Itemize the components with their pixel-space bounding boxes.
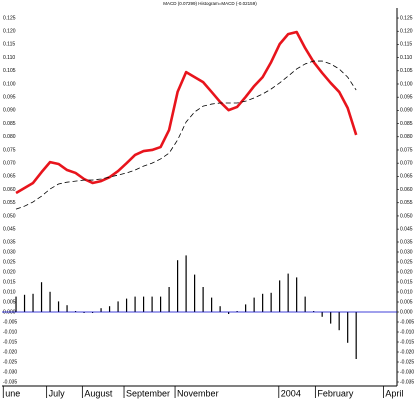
y-tick-label: -0.025	[400, 359, 414, 365]
y-tick-label-left: 0.085	[3, 121, 16, 127]
y-tick-label-left: 0.060	[3, 187, 16, 193]
y-tick-label: 0.000	[400, 309, 413, 315]
x-tick-label: une	[5, 388, 20, 398]
y-tick-label-left: 0.125	[3, 15, 16, 21]
y-tick-label-left: 0.075	[3, 147, 16, 153]
y-tick-label: 0.055	[400, 200, 413, 206]
y-tick-label-left: -0.025	[3, 359, 17, 365]
y-tick-label-left: 0.035	[3, 239, 16, 245]
y-tick-label: 0.115	[400, 42, 412, 48]
y-tick-label: 0.015	[400, 279, 413, 285]
y-tick-label-left: -0.015	[3, 339, 17, 345]
y-tick-label: 0.025	[400, 259, 413, 265]
y-tick-label-left: -0.030	[3, 369, 17, 375]
y-tick-label: -0.030	[400, 369, 414, 375]
x-tick-label: February	[317, 388, 354, 398]
y-tick-label-left: 0.120	[3, 29, 16, 35]
y-tick-label: 0.045	[400, 226, 413, 232]
y-tick-label: 0.010	[400, 289, 413, 295]
chart-title: MACD (0.07299) Histogram=MACD (-0.02159)	[163, 1, 257, 6]
y-tick-label: 0.120	[400, 29, 413, 35]
y-tick-label-left: 0.095	[3, 95, 16, 101]
y-tick-label-left: 0.065	[3, 174, 16, 180]
y-tick-label: 0.100	[400, 81, 413, 87]
y-tick-label: -0.035	[400, 379, 414, 385]
x-tick-label: September	[126, 388, 170, 398]
y-tick-label-left: 0.055	[3, 200, 16, 206]
x-tick-label: August	[84, 388, 113, 398]
y-tick-label-left: 0.105	[3, 68, 16, 74]
y-tick-label: 0.005	[400, 299, 413, 305]
y-tick-label-left: 0.010	[3, 289, 16, 295]
y-tick-label: 0.065	[400, 174, 413, 180]
y-tick-label: 0.080	[400, 134, 413, 140]
y-tick-label: -0.015	[400, 339, 414, 345]
y-tick-label: 0.105	[400, 68, 413, 74]
y-tick-label-left: 0.070	[3, 160, 16, 166]
y-tick-label: -0.020	[400, 349, 414, 355]
y-tick-label-left: -0.020	[3, 349, 17, 355]
y-tick-label: 0.075	[400, 147, 413, 153]
y-tick-label: -0.005	[400, 319, 414, 325]
x-tick-label: November	[177, 388, 219, 398]
y-tick-label-left: 0.020	[3, 269, 16, 275]
y-tick-label-left: -0.035	[3, 379, 17, 385]
y-tick-label-left: 0.080	[3, 134, 16, 140]
y-tick-label: 0.070	[400, 160, 413, 166]
x-tick-label: April	[385, 388, 403, 398]
y-tick-label: 0.060	[400, 187, 413, 193]
y-tick-label: 0.035	[400, 239, 413, 245]
y-tick-label: 0.085	[400, 121, 413, 127]
y-tick-label-left: 0.100	[3, 81, 16, 87]
y-tick-label: -0.010	[400, 329, 414, 335]
y-tick-label: 0.020	[400, 269, 413, 275]
y-tick-label: 0.030	[400, 249, 413, 255]
y-tick-label: 0.050	[400, 213, 413, 219]
line-series	[15, 30, 358, 195]
x-tick-label: 2004	[281, 388, 301, 398]
y-tick-label-left: 0.110	[3, 55, 15, 61]
y-tick-label-left: 0.115	[3, 42, 15, 48]
y-tick-label-left: -0.005	[3, 319, 17, 325]
y-tick-label: 0.125	[400, 15, 413, 21]
y-tick-label-left: 0.030	[3, 249, 16, 255]
y-tick-label-left: 0.025	[3, 259, 16, 265]
y-tick-label-left: 0.015	[3, 279, 16, 285]
line-series	[15, 60, 357, 210]
x-tick-label: July	[49, 388, 66, 398]
y-tick-label-left: 0.090	[3, 108, 16, 114]
y-tick-label: 0.095	[400, 95, 413, 101]
y-tick-label-left: 0.045	[3, 226, 16, 232]
y-tick-label: 0.090	[400, 108, 413, 114]
y-tick-label-left: 0.005	[3, 299, 16, 305]
y-tick-label: 0.110	[400, 55, 412, 61]
y-tick-label-left: 0.050	[3, 213, 16, 219]
y-tick-label-left: -0.010	[3, 329, 17, 335]
